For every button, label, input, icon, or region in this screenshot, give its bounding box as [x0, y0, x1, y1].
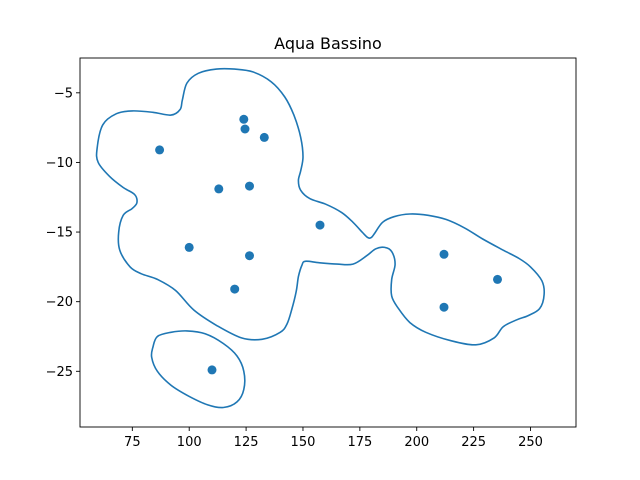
x-tick-label: 225 — [461, 435, 486, 450]
x-tick-label: 200 — [404, 435, 429, 450]
chart-title: Aqua Bassino — [274, 34, 382, 53]
data-point-9 — [245, 251, 254, 261]
y-tick-label: −5 — [54, 86, 73, 101]
contour-line-2 — [150, 330, 246, 409]
x-tick-label: 125 — [234, 435, 259, 450]
data-point-8 — [184, 242, 194, 252]
plot-frame — [79, 57, 577, 428]
y-tick-label: −15 — [46, 226, 73, 241]
data-point-2 — [239, 114, 249, 124]
data-point-14 — [207, 365, 217, 375]
x-tick-label: 75 — [124, 435, 141, 450]
contour-line-1 — [95, 67, 546, 346]
x-tick-label: 150 — [291, 435, 316, 450]
data-point-3 — [240, 124, 250, 134]
y-tick-label: −10 — [46, 156, 73, 171]
data-point-4 — [259, 132, 269, 142]
data-point-5 — [214, 184, 224, 194]
data-point-6 — [245, 181, 254, 191]
x-tick-label: 250 — [518, 435, 543, 450]
data-point-10 — [230, 284, 240, 294]
data-point-12 — [493, 274, 502, 284]
x-tick-label: 100 — [177, 435, 202, 450]
x-tick-label: 175 — [347, 435, 372, 450]
point-layer — [155, 114, 502, 375]
axis-layer: 75 100 125 150 175 200 225 250 −5 −10 −15 −20 −25 — [46, 86, 543, 450]
data-point-11 — [439, 249, 449, 259]
contour-layer — [95, 67, 546, 409]
data-point-13 — [439, 302, 449, 312]
y-tick-label: −20 — [46, 295, 73, 310]
data-point-1 — [155, 145, 165, 155]
data-point-7 — [315, 220, 325, 230]
y-tick-label: −25 — [46, 365, 73, 380]
